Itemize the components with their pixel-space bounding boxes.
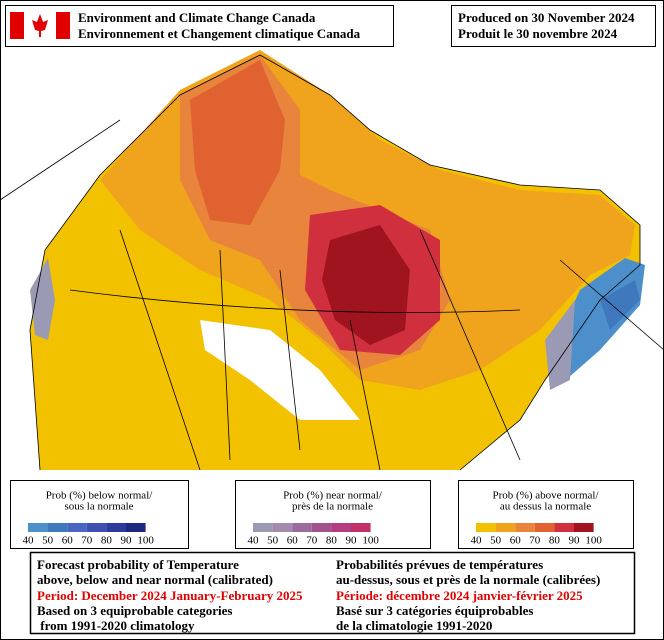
legend-label: 70 xyxy=(529,535,541,547)
legend-label: 60 xyxy=(510,535,522,547)
legend-label: 90 xyxy=(121,535,133,547)
above-70a xyxy=(190,60,285,225)
legend-label: 90 xyxy=(569,535,581,547)
agency-en: Environment and Climate Change Canada xyxy=(78,10,316,25)
footer-text: Forecast probability of Temperature xyxy=(37,557,239,572)
legend-title: Prob (%) near normal/ xyxy=(283,490,383,502)
legend-swatch xyxy=(67,523,87,532)
produced-en: Produced on 30 November 2024 xyxy=(458,10,635,25)
footer-text: Probabilités prévues de températures xyxy=(336,557,543,572)
legend-swatch xyxy=(515,523,535,532)
legend-swatch xyxy=(106,523,126,532)
legend-swatch xyxy=(292,523,312,532)
maple-leaf xyxy=(32,14,48,37)
legend-label: 40 xyxy=(23,535,35,547)
legend-box xyxy=(458,480,634,549)
legend-swatch xyxy=(47,523,68,532)
legend-swatch xyxy=(272,523,293,532)
legend-swatch xyxy=(574,523,594,532)
legend-label: 80 xyxy=(326,535,338,547)
legend-label: 70 xyxy=(306,535,318,547)
legend-label: 80 xyxy=(549,535,561,547)
legend-label: 40 xyxy=(471,535,483,547)
legend-swatch xyxy=(253,523,273,532)
footer: Forecast probability of Temperature abov… xyxy=(29,551,636,635)
legend-title: Prob (%) below normal/ xyxy=(46,490,154,502)
header-right: Produced on 30 November 2024 Produit le … xyxy=(451,5,656,47)
legend-title: sous la normale xyxy=(64,501,133,513)
legend-label: 100 xyxy=(362,535,379,547)
legend-swatch xyxy=(495,523,516,532)
footer-box xyxy=(29,551,636,635)
below-50 xyxy=(600,280,640,330)
no-signal xyxy=(200,320,360,420)
footer-text: Based on 3 equiprobable categories xyxy=(37,603,233,618)
legend-label: 100 xyxy=(137,535,154,547)
legend-box xyxy=(10,480,189,549)
agency-fr: Environnement et Changement climatique C… xyxy=(78,26,361,41)
produced-fr: Produit le 30 novembre 2024 xyxy=(458,26,618,41)
legend-swatch xyxy=(476,523,496,532)
legend-label: 60 xyxy=(62,535,74,547)
legend-label: 40 xyxy=(248,535,260,547)
near-40b xyxy=(545,300,575,390)
footer-period: Period: December 2024 January-February 2… xyxy=(37,588,303,603)
flag-bar xyxy=(10,12,24,39)
header-box xyxy=(451,5,656,47)
legend-title: Prob (%) above normal/ xyxy=(493,490,600,502)
legend-label: 50 xyxy=(490,535,502,547)
footer-text: above, below and near normal (calibrated… xyxy=(37,572,273,587)
header-left: Environment and Climate Change Canada En… xyxy=(5,5,394,47)
footer-period: Période: décembre 2024 janvier-février 2… xyxy=(336,588,583,603)
legend-label: 50 xyxy=(267,535,279,547)
legend-label: 80 xyxy=(101,535,113,547)
near-40 xyxy=(30,258,55,340)
legends: Prob (%) below normal/sous la normale 40 5… xyxy=(10,480,634,549)
footer-text: de la climatologie 1991-2020 xyxy=(336,618,492,633)
legend-box xyxy=(235,480,431,549)
above-90 xyxy=(322,225,410,345)
legend-swatch xyxy=(28,523,48,532)
legend-label: 100 xyxy=(585,535,602,547)
legend-label: 70 xyxy=(81,535,93,547)
legend-swatch xyxy=(331,523,351,532)
legend-swatch xyxy=(554,523,574,532)
legend-swatch xyxy=(351,523,371,532)
footer-text: from 1991-2020 climatology xyxy=(37,618,195,633)
boundaries xyxy=(0,54,664,471)
legend-swatch xyxy=(126,523,146,532)
legend-label: 90 xyxy=(346,535,358,547)
flag-bar xyxy=(56,12,70,39)
legend-title: au dessus la normale xyxy=(500,501,591,513)
map xyxy=(0,50,664,471)
legend-swatch xyxy=(311,523,332,532)
header-box xyxy=(5,5,394,47)
legend-label: 50 xyxy=(42,535,54,547)
legend-title: près de la normale xyxy=(292,501,373,513)
legend-label: 60 xyxy=(287,535,299,547)
footer-text: au-dessus, sous et près de la normale (c… xyxy=(336,572,600,587)
legend-swatch xyxy=(534,523,555,532)
legend-swatch xyxy=(86,523,107,532)
footer-text: Basé sur 3 catégories équiprobables xyxy=(336,603,533,618)
